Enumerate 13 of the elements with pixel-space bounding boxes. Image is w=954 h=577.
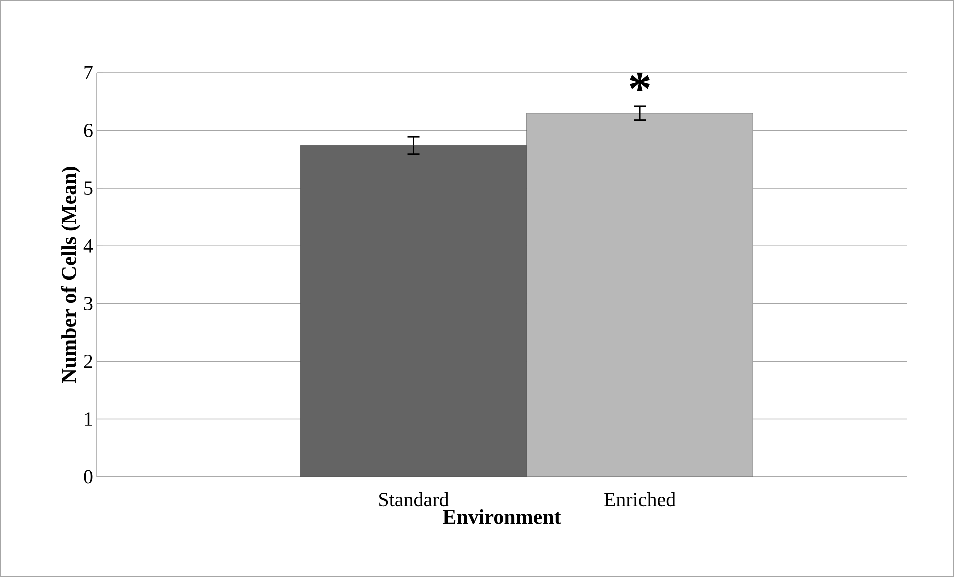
y-tick-label: 2 xyxy=(84,354,92,368)
y-tick-label: 0 xyxy=(84,470,93,484)
y-tick-label: 3 xyxy=(84,297,93,311)
y-tick-label: 7 xyxy=(84,66,93,80)
annotation: * xyxy=(630,73,650,92)
y-tick-label: 6 xyxy=(84,124,93,138)
x-tick-label: Standard xyxy=(380,492,450,507)
y-tick-label: 4 xyxy=(84,240,94,253)
x-tick-label: Enriched xyxy=(604,492,676,507)
y-tick-label: 5 xyxy=(84,182,93,196)
x-axis-title: Environment xyxy=(443,509,562,524)
y-tick-label: 1 xyxy=(85,412,92,426)
y-axis-title: Number of Cells (Mean) xyxy=(61,167,81,384)
